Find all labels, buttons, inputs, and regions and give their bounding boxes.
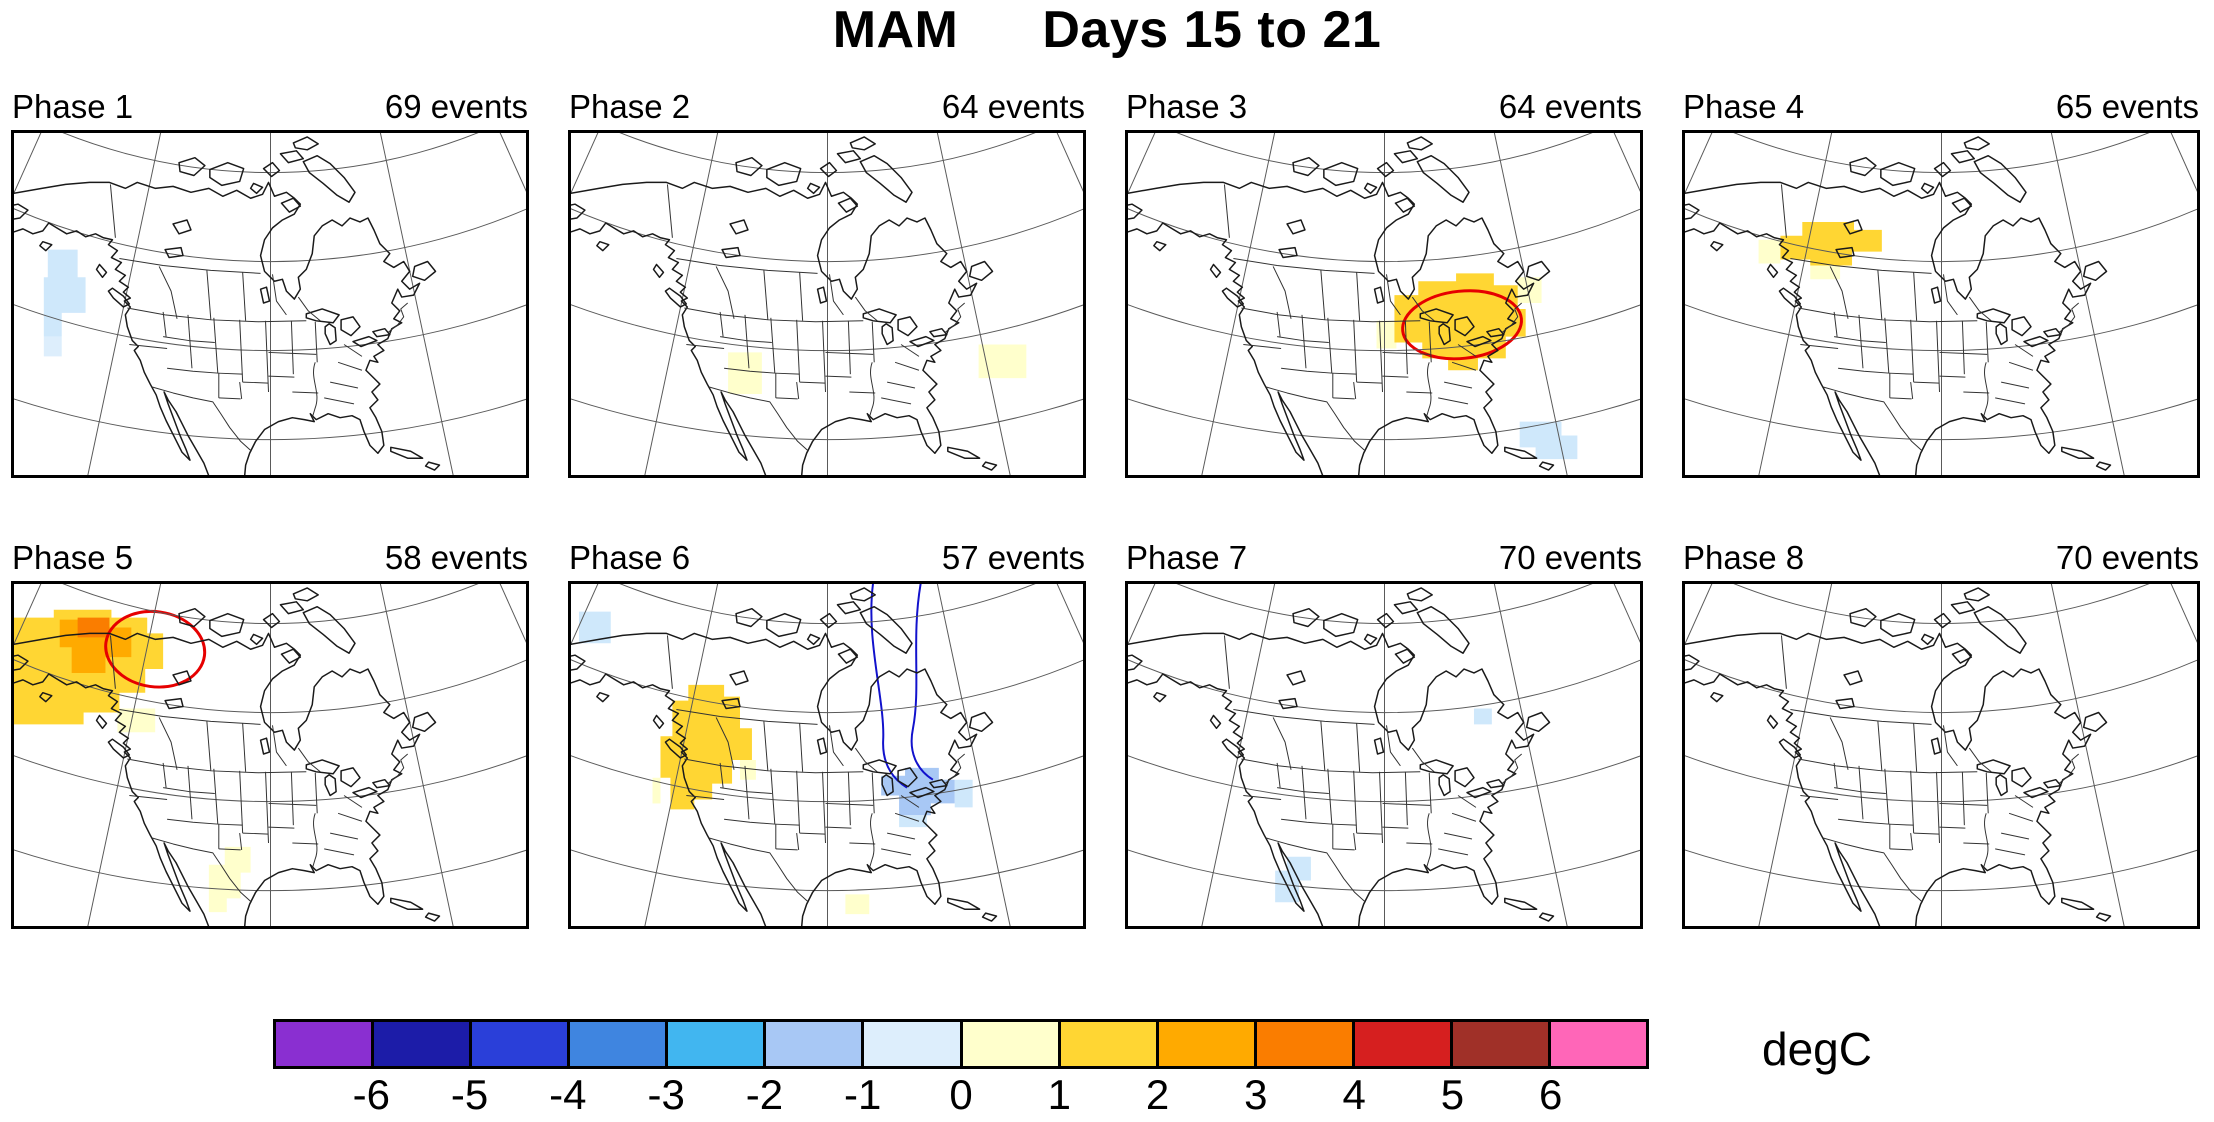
title-season: MAM bbox=[832, 1, 959, 59]
panel-phase-2: Phase 2 64 events bbox=[568, 88, 1086, 479]
phase-label: Phase 7 bbox=[1126, 539, 1248, 576]
map-frame bbox=[1682, 581, 2200, 930]
map-phase-2 bbox=[571, 133, 1083, 476]
panel-header: Phase 1 69 events bbox=[11, 88, 529, 125]
colorbar-tick--6: -6 bbox=[352, 1071, 390, 1118]
phase-label: Phase 8 bbox=[1683, 539, 1805, 576]
events-count: 64 events bbox=[941, 88, 1085, 125]
anomaly-overlay-layer bbox=[14, 603, 253, 914]
figure-title: MAM Days 15 to 21 bbox=[0, 0, 2214, 60]
events-count: 70 events bbox=[2055, 539, 2199, 576]
colorbar-tick-0: 0 bbox=[949, 1071, 973, 1118]
colorbar-cell-2 bbox=[472, 1022, 571, 1066]
colorbar-ticks: -6 -5 -4 -3 -2 -1 0 1 2 3 4 5 6 bbox=[273, 1069, 1649, 1121]
basemap-layer bbox=[1128, 133, 1640, 476]
map-frame bbox=[1125, 130, 1643, 479]
events-count: 65 events bbox=[2055, 88, 2199, 125]
phase-label: Phase 6 bbox=[569, 539, 691, 576]
colorbar-tick-2: 2 bbox=[1145, 1071, 1170, 1118]
map-frame bbox=[11, 130, 529, 479]
map-frame bbox=[568, 130, 1086, 479]
colorbar-tick-1: 1 bbox=[1047, 1071, 1071, 1118]
map-phase-4 bbox=[1685, 133, 2197, 476]
colorbar-tick-6: 6 bbox=[1539, 1071, 1563, 1118]
map-phase-5 bbox=[14, 584, 526, 927]
events-count: 57 events bbox=[941, 539, 1085, 576]
colorbar-cell-12 bbox=[1452, 1022, 1552, 1066]
colorbar-tick--2: -2 bbox=[745, 1071, 784, 1118]
panel-phase-1: Phase 1 69 events bbox=[11, 88, 529, 479]
colorbar-cell-5 bbox=[766, 1022, 865, 1066]
panel-phase-8: Phase 8 70 events bbox=[1682, 539, 2200, 930]
colorbar-cell-11 bbox=[1354, 1022, 1453, 1066]
basemap-layer bbox=[14, 133, 526, 476]
anomaly-overlay-layer bbox=[43, 249, 86, 357]
map-phase-3 bbox=[1128, 133, 1640, 476]
map-frame bbox=[11, 581, 529, 930]
colorbar-cell-13 bbox=[1551, 1022, 1647, 1066]
phase-label: Phase 1 bbox=[12, 88, 134, 125]
colorbar-cell-9 bbox=[1158, 1022, 1257, 1066]
colorbar-tick--4: -4 bbox=[549, 1071, 587, 1118]
colorbar-cell-7 bbox=[962, 1022, 1061, 1066]
map-phase-8 bbox=[1685, 584, 2197, 927]
colorbar-tick--3: -3 bbox=[647, 1071, 685, 1118]
basemap-layer bbox=[1685, 584, 2197, 927]
colorbar bbox=[273, 1019, 1649, 1069]
phase-label: Phase 2 bbox=[569, 88, 691, 125]
panel-phase-5: Phase 5 58 events bbox=[11, 539, 529, 930]
phase-label: Phase 4 bbox=[1683, 88, 1805, 125]
events-count: 70 events bbox=[1498, 539, 1642, 576]
panel-header: Phase 5 58 events bbox=[11, 539, 529, 576]
colorbar-cell-0 bbox=[276, 1022, 375, 1066]
basemap-layer bbox=[1685, 133, 2197, 476]
colorbar-cell-3 bbox=[570, 1022, 669, 1066]
map-frame bbox=[1125, 581, 1643, 930]
panel-phase-7: Phase 7 70 events bbox=[1125, 539, 1643, 930]
colorbar-tick--1: -1 bbox=[844, 1071, 882, 1118]
colorbar-section: -6 -5 -4 -3 -2 -1 0 1 2 3 4 5 6 bbox=[273, 1019, 1649, 1121]
colorbar-cell-10 bbox=[1256, 1022, 1355, 1066]
map-phase-7 bbox=[1128, 584, 1640, 927]
colorbar-tick-3: 3 bbox=[1244, 1071, 1268, 1118]
panel-header: Phase 3 64 events bbox=[1125, 88, 1643, 125]
map-frame bbox=[568, 581, 1086, 930]
basemap-layer bbox=[1128, 584, 1640, 927]
phase-label: Phase 3 bbox=[1126, 88, 1248, 125]
basemap-layer bbox=[571, 584, 1083, 927]
map-phase-6 bbox=[571, 584, 1083, 927]
colorbar-cell-1 bbox=[374, 1022, 473, 1066]
colorbar-cell-4 bbox=[668, 1022, 767, 1066]
colorbar-cell-6 bbox=[864, 1022, 963, 1066]
panel-phase-3: Phase 3 64 events bbox=[1125, 88, 1643, 479]
anomaly-overlay-layer bbox=[1275, 708, 1492, 903]
panel-header: Phase 2 64 events bbox=[568, 88, 1086, 125]
panel-phase-6: Phase 6 57 events bbox=[568, 539, 1086, 930]
map-frame bbox=[1682, 130, 2200, 479]
panel-header: Phase 6 57 events bbox=[568, 539, 1086, 576]
panel-header: Phase 4 65 events bbox=[1682, 88, 2200, 125]
panel-header: Phase 8 70 events bbox=[1682, 539, 2200, 576]
colorbar-cell-8 bbox=[1060, 1022, 1159, 1066]
panel-header: Phase 7 70 events bbox=[1125, 539, 1643, 576]
events-count: 64 events bbox=[1498, 88, 1642, 125]
colorbar-tick-4: 4 bbox=[1342, 1071, 1366, 1118]
basemap-layer bbox=[571, 133, 1083, 476]
map-phase-1 bbox=[14, 133, 526, 476]
events-count: 58 events bbox=[384, 539, 528, 576]
colorbar-unit-label: degC bbox=[1762, 1023, 1872, 1075]
events-count: 69 events bbox=[384, 88, 528, 125]
panel-phase-4: Phase 4 65 events bbox=[1682, 88, 2200, 479]
colorbar-tick--5: -5 bbox=[450, 1071, 489, 1118]
title-days: Days 15 to 21 bbox=[1042, 1, 1382, 59]
colorbar-tick-5: 5 bbox=[1440, 1071, 1465, 1118]
phase-label: Phase 5 bbox=[12, 539, 134, 576]
